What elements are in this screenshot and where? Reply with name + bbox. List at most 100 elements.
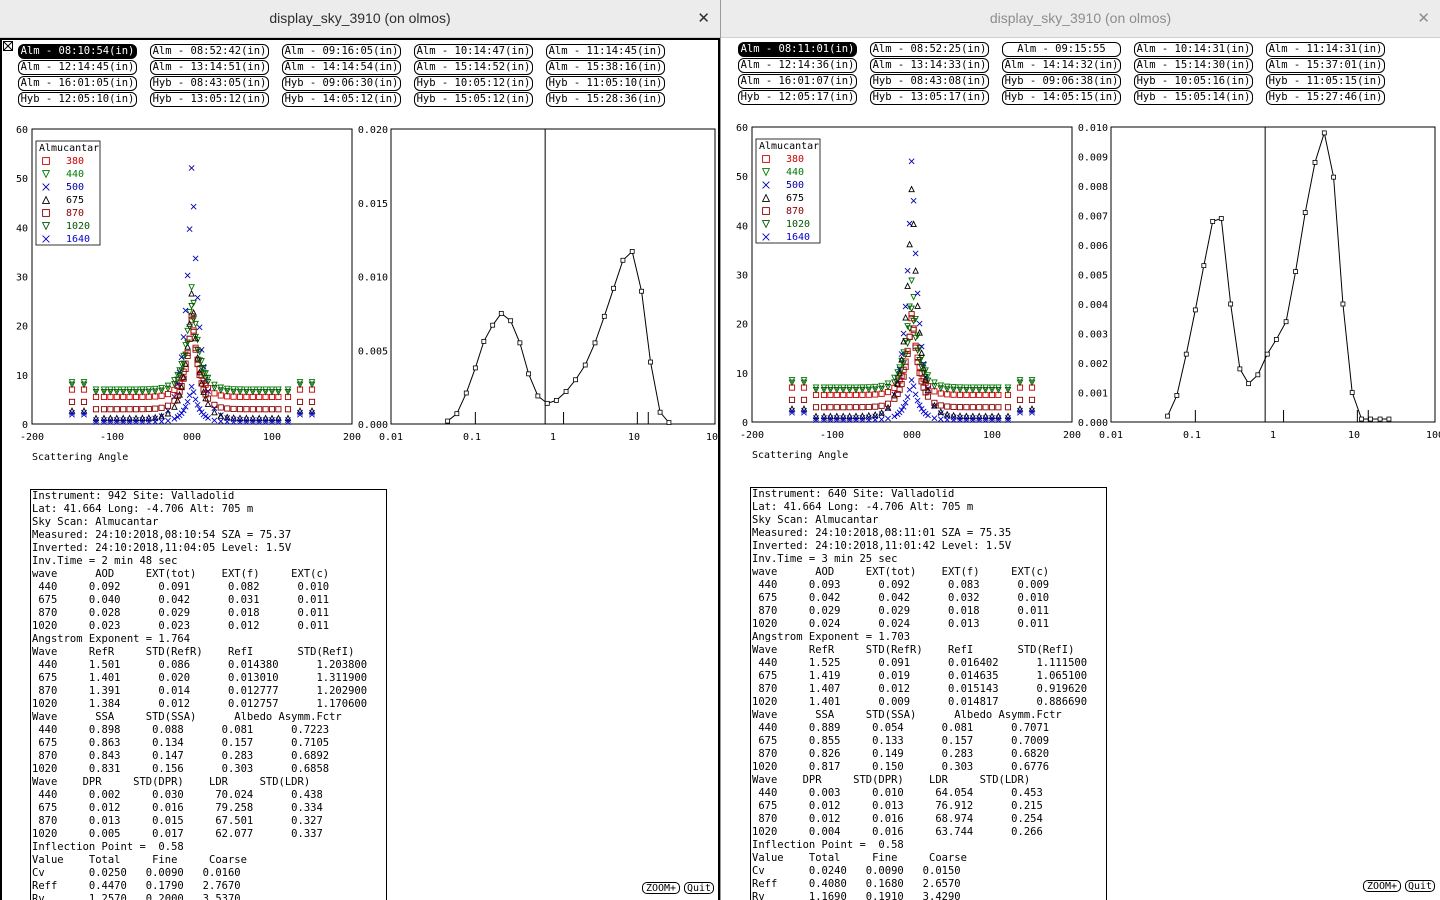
scattering-point bbox=[230, 418, 237, 425]
info-line: Inverted: 24:10:2018,11:04:05 Level: 1.5… bbox=[32, 542, 292, 554]
scan-select-button[interactable]: Alm - 10:14:31(in) bbox=[1134, 42, 1253, 57]
scan-select-button[interactable]: Hyb - 13:05:12(in) bbox=[150, 92, 269, 107]
size-distribution-point bbox=[666, 420, 672, 425]
info-line: 870 0.826 0.149 0.283 0.6820 bbox=[752, 748, 1050, 760]
scattering-point bbox=[164, 409, 172, 417]
scan-select-button[interactable]: Alm - 10:14:47(in) bbox=[414, 44, 533, 59]
scan-select-button[interactable]: Alm - 11:14:31(in) bbox=[1266, 42, 1385, 57]
scattering-point bbox=[192, 346, 199, 353]
scan-select-button[interactable]: Alm - 08:11:01(in) bbox=[738, 42, 857, 57]
info-line: Value Total Fine Coarse bbox=[32, 854, 247, 866]
scan-select-button[interactable]: Alm - 11:14:45(in) bbox=[546, 44, 665, 59]
scattering-point bbox=[910, 293, 917, 301]
scan-select-button[interactable]: Hyb - 14:05:15(in) bbox=[1002, 90, 1121, 105]
size-distribution-point bbox=[1331, 174, 1337, 180]
scan-select-button[interactable]: Hyb - 12:05:17(in) bbox=[738, 90, 857, 105]
scan-select-button[interactable]: Hyb - 12:05:10(in) bbox=[18, 92, 137, 107]
scan-select-button[interactable]: Hyb - 15:28:36(in) bbox=[546, 92, 665, 107]
size-distribution-point bbox=[1386, 416, 1392, 422]
scattering-point bbox=[243, 419, 250, 425]
scan-select-button[interactable]: Alm - 15:14:30(in) bbox=[1134, 58, 1253, 73]
scan-select-button[interactable]: Alm - 16:01:07(in) bbox=[738, 74, 857, 89]
scan-select-button[interactable]: Alm - 14:14:32(in) bbox=[1002, 58, 1121, 73]
scan-select-button[interactable]: Alm - 09:16:05(in) bbox=[282, 44, 401, 59]
y-tick-label: 0.001 bbox=[1078, 389, 1108, 400]
close-icon[interactable]: ✕ bbox=[697, 10, 710, 27]
scan-select-button[interactable]: Hyb - 10:05:12(in) bbox=[414, 76, 533, 91]
scattering-point bbox=[995, 404, 1002, 411]
titlebar[interactable]: display_sky_3910 (on olmos) ✕ bbox=[0, 0, 720, 38]
scan-select-button[interactable]: Alm - 13:14:51(in) bbox=[150, 60, 269, 75]
scan-select-button[interactable]: Alm - 15:37:01(in) bbox=[1266, 58, 1385, 73]
scan-select-button[interactable]: Hyb - 15:27:46(in) bbox=[1266, 90, 1385, 105]
size-distribution-point bbox=[601, 313, 607, 319]
scattering-point bbox=[132, 414, 140, 422]
size-distribution-point bbox=[639, 288, 644, 294]
scan-select-button[interactable]: Hyb - 08:43:05(in) bbox=[150, 76, 269, 91]
scattering-point bbox=[139, 388, 146, 396]
x-tick-label: -200 bbox=[740, 430, 764, 441]
zoom-button[interactable]: ZOOM+ bbox=[642, 882, 680, 894]
scan-select-button[interactable]: Alm - 13:14:33(in) bbox=[870, 58, 989, 73]
legend-label: 1640 bbox=[786, 232, 810, 243]
scattering-point bbox=[100, 406, 108, 413]
size-distribution-point bbox=[517, 340, 523, 346]
scan-select-button[interactable]: Hyb - 09:06:38(in) bbox=[1002, 74, 1121, 89]
zoom-button[interactable]: ZOOM+ bbox=[1363, 880, 1401, 892]
size-distribution-point bbox=[648, 359, 653, 365]
scattering-point bbox=[178, 354, 185, 361]
scan-select-button[interactable]: Alm - 08:52:25(in) bbox=[870, 42, 989, 57]
scattering-point bbox=[827, 404, 834, 411]
size-distribution-point bbox=[1359, 416, 1364, 422]
size-distribution-point bbox=[1293, 269, 1298, 274]
info-line: Instrument: 942 Site: Valladolid bbox=[32, 490, 235, 502]
scan-select-button[interactable]: Hyb - 11:05:10(in) bbox=[546, 76, 665, 91]
size-distribution-point bbox=[592, 340, 598, 346]
scattering-point bbox=[894, 390, 901, 397]
scan-select-button[interactable]: Hyb - 14:05:12(in) bbox=[282, 92, 401, 107]
scattering-point bbox=[910, 383, 917, 390]
scan-select-button[interactable]: Alm - 16:01:05(in) bbox=[18, 76, 137, 91]
scan-select-button[interactable]: Hyb - 13:05:17(in) bbox=[870, 90, 989, 105]
scan-select-button[interactable]: Alm - 15:38:16(in) bbox=[546, 60, 665, 75]
size-distribution-point bbox=[445, 418, 451, 424]
scattering-point bbox=[1028, 379, 1036, 387]
scan-select-button[interactable]: Hyb - 08:43:08(in) bbox=[870, 74, 989, 89]
scan-select-button[interactable]: Alm - 08:10:54(in) bbox=[18, 44, 137, 59]
scattering-point bbox=[165, 417, 171, 424]
legend-marker bbox=[42, 235, 50, 243]
y-tick-label: 0.007 bbox=[1078, 212, 1108, 223]
scattering-point bbox=[196, 357, 203, 364]
scattering-point bbox=[211, 381, 218, 389]
x-tick-label: 1 bbox=[550, 432, 556, 443]
scan-select-button[interactable]: Alm - 12:14:36(in) bbox=[738, 58, 857, 73]
close-icon[interactable]: ✕ bbox=[1417, 10, 1430, 27]
scan-select-button[interactable]: Alm - 09:15:55 bbox=[1002, 42, 1121, 57]
scan-select-button[interactable]: Hyb - 09:06:30(in) bbox=[282, 76, 401, 91]
scattering-point bbox=[192, 396, 199, 403]
quit-button[interactable]: Quit bbox=[684, 882, 714, 894]
scan-select-button[interactable]: Hyb - 11:05:15(in) bbox=[1266, 74, 1385, 89]
scattering-point bbox=[211, 384, 218, 392]
info-line: Lat: 41.664 Long: -4.706 Alt: 705 m bbox=[752, 501, 974, 513]
scattering-point bbox=[171, 377, 178, 384]
scattering-point bbox=[931, 379, 938, 387]
scattering-point bbox=[865, 386, 873, 394]
window-content: Alm - 08:10:54(in) Alm - 08:52:42(in) Alm … bbox=[0, 38, 720, 900]
scattering-point bbox=[891, 395, 898, 402]
scan-select-button[interactable]: Hyb - 10:05:16(in) bbox=[1134, 74, 1253, 89]
scattering-point bbox=[988, 412, 996, 420]
scan-select-button[interactable]: Alm - 12:14:45(in) bbox=[18, 60, 137, 75]
quit-button[interactable]: Quit bbox=[1405, 880, 1435, 892]
scan-select-button[interactable]: Alm - 15:14:52(in) bbox=[414, 60, 533, 75]
scan-select-button[interactable]: Hyb - 15:05:14(in) bbox=[1134, 90, 1253, 105]
scan-select-button[interactable]: Alm - 14:14:54(in) bbox=[282, 60, 401, 75]
titlebar[interactable]: display_sky_3910 (on olmos) ✕ bbox=[721, 0, 1440, 38]
scattering-point bbox=[943, 386, 951, 394]
scan-select-button[interactable]: Alm - 08:52:42(in) bbox=[150, 44, 269, 59]
scan-select-button[interactable]: Hyb - 15:05:12(in) bbox=[414, 92, 533, 107]
y-tick-label: 40 bbox=[736, 221, 748, 232]
scattering-point bbox=[211, 401, 218, 408]
scattering-point bbox=[1028, 405, 1036, 412]
size-distribution-point bbox=[490, 322, 496, 328]
